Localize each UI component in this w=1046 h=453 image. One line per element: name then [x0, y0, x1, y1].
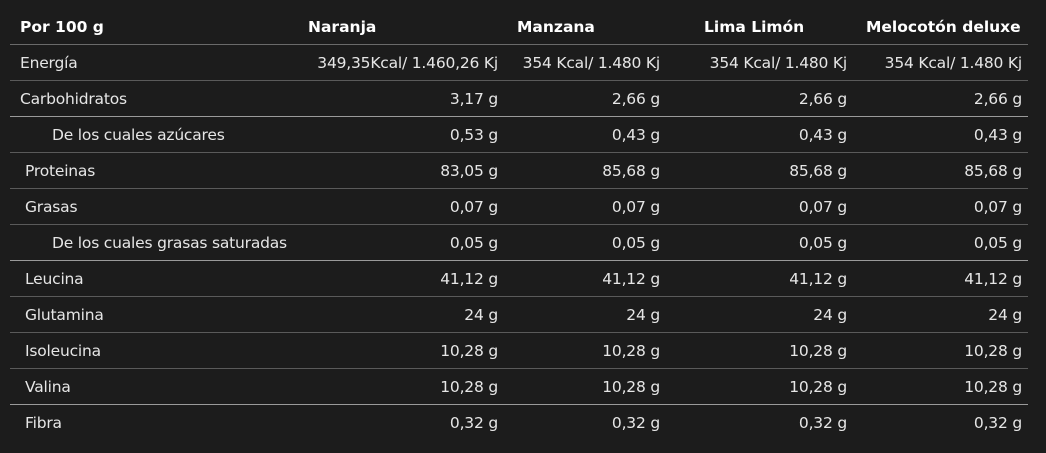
value-cell: 0,43 g	[508, 116, 668, 153]
header-cell: Melocotón deluxe	[855, 10, 1028, 45]
header-cell: Por 100 g	[10, 10, 300, 45]
value-cell: 0,05 g	[508, 224, 668, 261]
value-cell: 85,68 g	[508, 152, 668, 189]
header-cell: Manzana	[508, 10, 668, 45]
table-row: De los cuales grasas saturadas 0,05 g 0,05…	[10, 224, 1028, 261]
value-cell: 0,43 g	[855, 116, 1028, 153]
value-cell: 0,32 g	[798, 413, 847, 432]
row-label: Carbohidratos	[10, 80, 300, 117]
value-cell: 0,05 g	[855, 224, 1028, 261]
table-row: De los cuales azúcares 0,53 g 0,43 g 0,43 g…	[10, 116, 1028, 153]
row-label: Fibra	[25, 413, 62, 432]
nutrition-table: Por 100 g Naranja Manzana Lima Limón Melocot…	[10, 10, 1028, 440]
table-row: Isoleucina 10,28 g 10,28 g 10,28 g 10,28 g	[10, 332, 1028, 369]
value-cell: 10,28 g	[508, 332, 668, 369]
table-row: Energía 349,35Kcal/ 1.460,26 Kj 354 Kcal/ …	[10, 44, 1028, 81]
value-cell: 0,32 g	[611, 413, 660, 432]
value-cell: 0,07 g	[300, 188, 508, 225]
value-cell: 2,66 g	[508, 80, 668, 117]
table-row: Leucina 41,12 g 41,12 g 41,12 g 41,12 g	[10, 260, 1028, 297]
value-cell: 2,66 g	[855, 80, 1028, 117]
header-cell: Lima Limón	[668, 10, 855, 45]
value-cell: 0,07 g	[508, 188, 668, 225]
value-cell: 354 Kcal/ 1.480 Kj	[508, 44, 668, 81]
value-cell: 2,66 g	[668, 80, 855, 117]
value-cell: 10,28 g	[668, 332, 855, 369]
header-row: Por 100 g Naranja Manzana Lima Limón Melocot…	[10, 10, 1028, 45]
table-row: Glutamina 24 g 24 g 24 g 24 g	[10, 296, 1028, 333]
value-cell: 0,32 g	[973, 413, 1022, 432]
value-cell: 10,28 g	[855, 332, 1028, 369]
table-row: Grasas 0,07 g 0,07 g 0,07 g 0,07 g	[10, 188, 1028, 225]
value-cell: 0,05 g	[300, 224, 508, 261]
value-cell: 10,28 g	[855, 368, 1028, 405]
value-cell: 0,05 g	[668, 224, 855, 261]
value-cell: 41,12 g	[855, 260, 1028, 297]
header-cell: Naranja	[300, 10, 508, 45]
table-row: Carbohidratos 3,17 g 2,66 g 2,66 g 2,66 g	[10, 80, 1028, 117]
value-cell: 83,05 g	[300, 152, 508, 189]
value-cell: 41,12 g	[300, 260, 508, 297]
row-label: Grasas	[10, 188, 300, 225]
table-row: Valina 10,28 g 10,28 g 10,28 g 10,28 g	[10, 368, 1028, 405]
value-cell: 354 Kcal/ 1.480 Kj	[855, 44, 1028, 81]
value-cell: 10,28 g	[300, 368, 508, 405]
value-cell: 0,43 g	[668, 116, 855, 153]
value-cell: 24 g	[300, 296, 508, 333]
row-label: De los cuales grasas saturadas	[10, 224, 300, 261]
value-cell: 0,07 g	[668, 188, 855, 225]
row-label: Proteinas	[10, 152, 300, 189]
value-cell: 24 g	[855, 296, 1028, 333]
row-label: Valina	[10, 368, 300, 405]
value-cell: 349,35Kcal/ 1.460,26 Kj	[300, 44, 508, 81]
row-label: Glutamina	[10, 296, 300, 333]
row-label: Energía	[10, 44, 300, 81]
value-cell: 41,12 g	[508, 260, 668, 297]
row-label: De los cuales azúcares	[10, 116, 300, 153]
value-cell: 3,17 g	[300, 80, 508, 117]
row-label: Isoleucina	[10, 332, 300, 369]
value-cell: 85,68 g	[855, 152, 1028, 189]
value-cell: 24 g	[508, 296, 668, 333]
value-cell: 24 g	[668, 296, 855, 333]
value-cell: 10,28 g	[668, 368, 855, 405]
table-row: Proteinas 83,05 g 85,68 g 85,68 g 85,68 g	[10, 152, 1028, 189]
value-cell: 85,68 g	[668, 152, 855, 189]
value-cell: 354 Kcal/ 1.480 Kj	[668, 44, 855, 81]
row-label: Leucina	[10, 260, 300, 297]
value-cell: 10,28 g	[300, 332, 508, 369]
value-cell: 41,12 g	[668, 260, 855, 297]
value-cell: 0,07 g	[855, 188, 1028, 225]
value-cell: 10,28 g	[508, 368, 668, 405]
value-cell: 0,32 g	[449, 413, 498, 432]
value-cell: 0,53 g	[300, 116, 508, 153]
table-row: Fibra 0,32 g 0,32 g 0,32 g 0,32 g	[10, 405, 1028, 441]
